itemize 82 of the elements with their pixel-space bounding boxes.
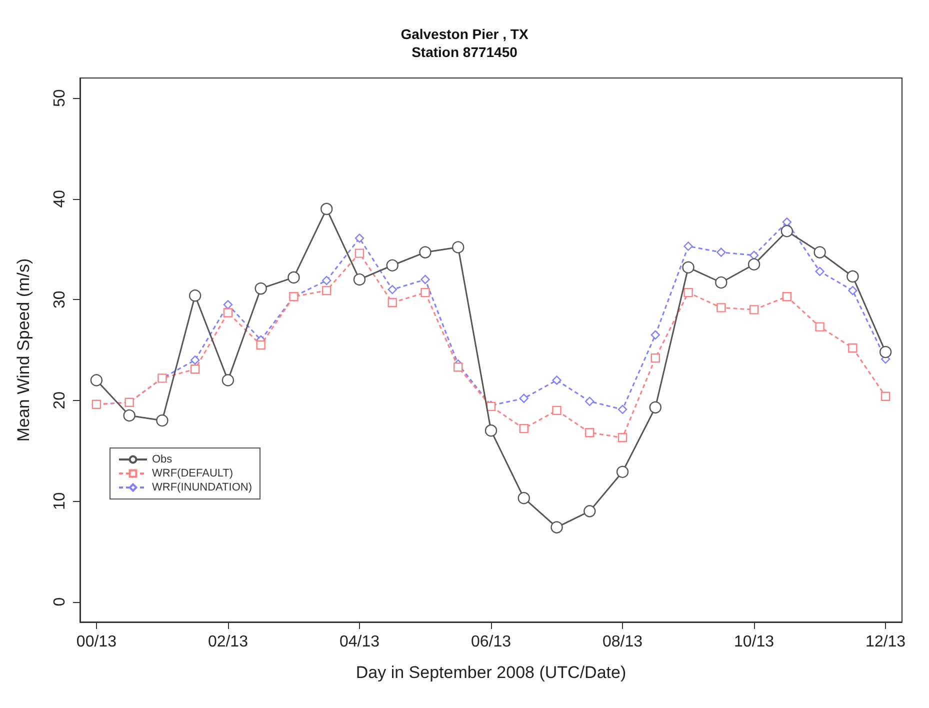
point xyxy=(322,286,332,296)
point xyxy=(684,242,693,251)
point xyxy=(552,376,562,385)
x-tick-label: 10/13 xyxy=(734,634,774,650)
x-tick-label: 00/13 xyxy=(76,634,117,650)
point xyxy=(519,394,528,403)
y-tick-label: 10 xyxy=(52,492,68,510)
point xyxy=(550,521,563,534)
x-tick-label: 02/13 xyxy=(208,634,248,650)
legend-label: Obs xyxy=(152,454,173,466)
point xyxy=(353,273,366,286)
y-tick-label: 30 xyxy=(52,290,68,309)
point xyxy=(716,248,726,257)
x-tick-label: 08/13 xyxy=(602,634,643,650)
point xyxy=(386,259,398,272)
point xyxy=(716,303,726,312)
chart-subtitle: Station 8771450 xyxy=(412,44,518,60)
point xyxy=(354,234,364,243)
point xyxy=(484,424,498,437)
point xyxy=(388,284,397,294)
point xyxy=(222,374,234,386)
point xyxy=(618,404,628,414)
point xyxy=(452,241,464,254)
point xyxy=(420,288,430,298)
y-tick-label: 0 xyxy=(52,597,68,606)
point xyxy=(715,276,728,289)
point xyxy=(748,258,760,270)
point xyxy=(519,424,528,434)
point xyxy=(123,409,136,422)
point xyxy=(880,392,890,401)
legend-label: WRF(DEFAULT) xyxy=(152,468,234,480)
point xyxy=(846,270,859,283)
point xyxy=(585,396,594,406)
y-tick-label: 50 xyxy=(52,89,68,108)
point xyxy=(90,374,103,386)
point xyxy=(815,266,824,276)
point xyxy=(618,433,628,442)
point xyxy=(782,217,792,227)
point xyxy=(650,353,660,363)
x-tick-label: 12/13 xyxy=(866,634,906,650)
point xyxy=(650,330,660,340)
x-axis-title: Day in September 2008 (UTC/Date) xyxy=(356,663,626,682)
point xyxy=(814,246,826,258)
point xyxy=(419,246,432,258)
point xyxy=(190,364,200,374)
point xyxy=(585,428,594,438)
y-tick-label: 20 xyxy=(52,391,68,410)
point xyxy=(616,466,629,478)
x-tick-label: 06/13 xyxy=(470,634,512,650)
point xyxy=(879,346,892,358)
x-tick-label: 04/13 xyxy=(339,634,380,650)
point xyxy=(288,271,300,284)
point xyxy=(749,305,759,314)
chart-title: Galveston Pier , TX xyxy=(400,26,529,42)
point xyxy=(388,298,397,308)
point xyxy=(584,505,596,518)
point xyxy=(684,288,693,298)
point xyxy=(780,225,794,238)
point xyxy=(156,414,168,427)
point xyxy=(354,248,364,258)
point xyxy=(223,300,233,310)
point xyxy=(322,276,332,286)
point xyxy=(188,290,202,302)
point xyxy=(190,355,200,365)
point xyxy=(848,343,858,353)
point xyxy=(223,308,233,318)
point xyxy=(682,261,694,274)
point xyxy=(649,401,662,414)
point xyxy=(749,250,759,260)
point xyxy=(782,292,792,302)
y-tick-label: 40 xyxy=(52,190,68,208)
legend-label: WRF(INUNDATION) xyxy=(152,482,252,494)
point xyxy=(420,274,430,284)
point xyxy=(518,492,530,504)
point xyxy=(256,340,266,350)
point xyxy=(815,322,824,332)
point xyxy=(454,362,463,372)
point xyxy=(320,202,333,216)
point xyxy=(848,286,858,296)
point xyxy=(552,406,562,416)
point xyxy=(254,282,267,295)
y-axis-title: Mean Wind Speed (m/s) xyxy=(14,258,33,442)
